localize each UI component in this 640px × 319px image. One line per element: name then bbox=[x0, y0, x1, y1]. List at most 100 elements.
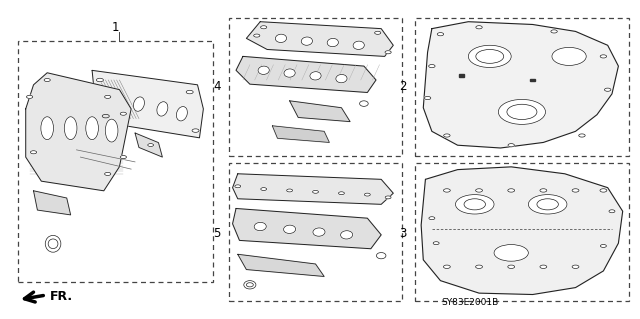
Circle shape bbox=[102, 115, 109, 118]
Ellipse shape bbox=[310, 72, 321, 80]
Circle shape bbox=[433, 242, 439, 245]
Circle shape bbox=[604, 88, 611, 91]
Circle shape bbox=[444, 265, 451, 269]
Circle shape bbox=[551, 30, 557, 33]
Bar bbox=[229, 18, 402, 156]
Ellipse shape bbox=[476, 49, 504, 63]
Ellipse shape bbox=[254, 222, 266, 231]
Circle shape bbox=[429, 64, 435, 68]
Circle shape bbox=[540, 189, 547, 192]
Polygon shape bbox=[232, 174, 393, 204]
Ellipse shape bbox=[258, 66, 269, 74]
Polygon shape bbox=[246, 22, 393, 56]
Circle shape bbox=[579, 134, 585, 137]
Text: 3: 3 bbox=[399, 227, 406, 240]
Circle shape bbox=[600, 55, 607, 58]
Ellipse shape bbox=[537, 199, 558, 210]
Ellipse shape bbox=[157, 102, 168, 116]
Ellipse shape bbox=[48, 239, 58, 249]
Text: SY83E2001B: SY83E2001B bbox=[442, 298, 499, 307]
Polygon shape bbox=[421, 167, 623, 294]
Circle shape bbox=[26, 95, 33, 99]
Circle shape bbox=[508, 144, 515, 147]
Circle shape bbox=[148, 144, 154, 146]
Ellipse shape bbox=[376, 253, 386, 259]
Polygon shape bbox=[135, 133, 163, 157]
Polygon shape bbox=[290, 101, 350, 122]
Circle shape bbox=[385, 51, 391, 54]
Ellipse shape bbox=[301, 37, 312, 45]
Circle shape bbox=[424, 96, 431, 100]
Ellipse shape bbox=[353, 41, 364, 49]
Circle shape bbox=[186, 90, 193, 94]
Circle shape bbox=[253, 34, 260, 37]
Polygon shape bbox=[92, 70, 204, 138]
Ellipse shape bbox=[284, 69, 295, 77]
Circle shape bbox=[104, 95, 111, 99]
Ellipse shape bbox=[86, 117, 99, 140]
Ellipse shape bbox=[360, 101, 368, 106]
Circle shape bbox=[476, 265, 483, 269]
Circle shape bbox=[44, 78, 51, 82]
Polygon shape bbox=[33, 191, 70, 215]
Circle shape bbox=[508, 265, 515, 269]
Circle shape bbox=[312, 190, 319, 193]
Circle shape bbox=[97, 78, 104, 82]
Ellipse shape bbox=[507, 104, 537, 120]
Polygon shape bbox=[236, 56, 376, 93]
Ellipse shape bbox=[499, 100, 545, 124]
Ellipse shape bbox=[340, 231, 353, 239]
Ellipse shape bbox=[336, 74, 347, 83]
Circle shape bbox=[508, 189, 515, 192]
Text: FR.: FR. bbox=[50, 290, 73, 302]
Text: 2: 2 bbox=[399, 80, 406, 93]
Circle shape bbox=[600, 189, 607, 192]
Ellipse shape bbox=[244, 281, 256, 289]
Text: 4: 4 bbox=[213, 80, 221, 93]
Bar bbox=[415, 18, 629, 156]
Circle shape bbox=[572, 265, 579, 269]
Circle shape bbox=[572, 189, 579, 192]
Ellipse shape bbox=[327, 38, 339, 47]
Circle shape bbox=[476, 189, 483, 192]
Circle shape bbox=[429, 217, 435, 220]
Bar bbox=[460, 74, 465, 77]
Ellipse shape bbox=[64, 117, 77, 140]
Text: 5: 5 bbox=[213, 227, 221, 240]
Polygon shape bbox=[238, 254, 324, 277]
Circle shape bbox=[444, 189, 451, 192]
Text: 1: 1 bbox=[111, 21, 119, 33]
Ellipse shape bbox=[494, 245, 529, 261]
Ellipse shape bbox=[464, 199, 486, 210]
Circle shape bbox=[120, 156, 127, 159]
Circle shape bbox=[540, 265, 547, 269]
Circle shape bbox=[364, 193, 371, 196]
Bar bbox=[229, 163, 402, 301]
Circle shape bbox=[192, 129, 199, 132]
Circle shape bbox=[437, 33, 444, 36]
Circle shape bbox=[31, 151, 36, 154]
Bar bbox=[530, 78, 535, 81]
Circle shape bbox=[260, 188, 267, 190]
Circle shape bbox=[609, 210, 615, 213]
Circle shape bbox=[444, 134, 450, 137]
Circle shape bbox=[339, 192, 344, 195]
Circle shape bbox=[287, 189, 292, 192]
Circle shape bbox=[260, 26, 267, 29]
Circle shape bbox=[385, 196, 391, 199]
Bar bbox=[415, 163, 629, 301]
Circle shape bbox=[104, 172, 111, 175]
Circle shape bbox=[120, 112, 127, 115]
Ellipse shape bbox=[110, 92, 121, 107]
Ellipse shape bbox=[45, 235, 61, 252]
Ellipse shape bbox=[456, 195, 494, 214]
Polygon shape bbox=[232, 209, 381, 249]
Ellipse shape bbox=[468, 45, 511, 68]
Ellipse shape bbox=[105, 119, 118, 142]
Circle shape bbox=[374, 31, 381, 34]
Ellipse shape bbox=[552, 48, 586, 65]
Circle shape bbox=[235, 185, 241, 188]
Ellipse shape bbox=[529, 195, 567, 214]
Ellipse shape bbox=[313, 228, 325, 236]
Ellipse shape bbox=[246, 283, 253, 287]
